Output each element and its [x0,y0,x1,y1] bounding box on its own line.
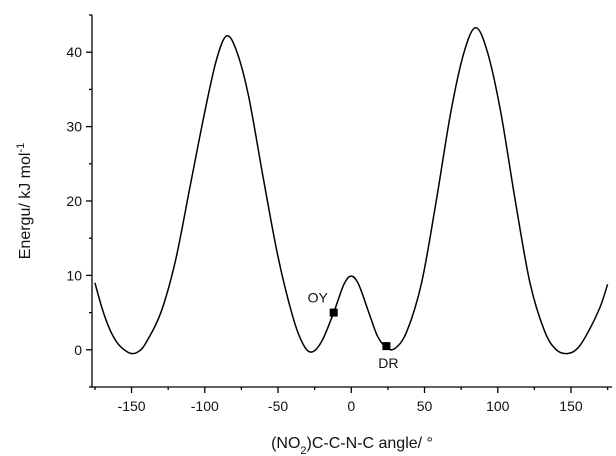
x-label-sub: 2 [300,445,306,456]
y-tick-label: 20 [66,193,82,209]
y-axis-label: Energu/ kJ mol-1 [15,143,34,260]
marker-label: DR [378,355,398,371]
marker [329,308,338,317]
x-tick-label: 50 [417,398,433,414]
x-tick-label: -50 [268,398,288,414]
x-label-part: (NO [271,435,300,452]
x-tick-label: 150 [559,398,583,414]
y-label-part: Energu/ kJ mol [17,153,34,260]
x-tick-label: -100 [191,398,219,414]
y-tick-label: 0 [74,342,82,358]
y-tick-label: 30 [66,119,82,135]
x-tick-label: 100 [486,398,510,414]
marker-label: OY [308,290,329,306]
y-label-sup: -1 [15,143,27,153]
x-tick-label: -150 [118,398,146,414]
x-label-part: )C-C-N-C angle/ ° [307,435,433,452]
energy-curve [94,26,609,355]
y-tick-label: 40 [66,44,82,60]
marker [382,342,391,351]
y-tick-label: 10 [66,267,82,283]
x-tick-label: 0 [347,398,355,414]
x-axis-label: (NO2)C-C-N-C angle/ ° [271,435,433,456]
